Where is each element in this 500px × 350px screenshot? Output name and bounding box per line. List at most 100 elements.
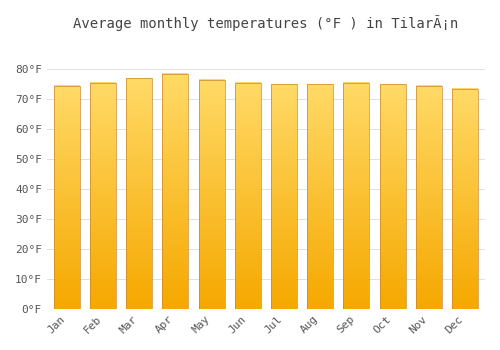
Bar	[271, 84, 297, 309]
Bar	[307, 145, 334, 147]
Bar	[307, 169, 334, 172]
Bar	[90, 168, 116, 171]
Bar	[54, 204, 80, 206]
Bar	[90, 216, 116, 218]
Bar	[344, 207, 369, 209]
Bar	[162, 198, 188, 201]
Bar	[126, 230, 152, 233]
Bar	[54, 244, 80, 246]
Bar	[416, 210, 442, 213]
Bar	[235, 284, 261, 286]
Bar	[126, 209, 152, 212]
Bar	[452, 161, 478, 163]
Bar	[452, 124, 478, 126]
Bar	[198, 265, 224, 267]
Bar	[416, 257, 442, 260]
Bar	[307, 113, 334, 116]
Bar	[344, 220, 369, 223]
Bar	[235, 166, 261, 168]
Bar	[126, 232, 152, 235]
Bar	[380, 304, 406, 307]
Bar	[344, 304, 369, 307]
Bar	[162, 120, 188, 123]
Bar	[452, 253, 478, 256]
Bar	[90, 144, 116, 146]
Bar	[162, 182, 188, 184]
Bar	[452, 210, 478, 212]
Bar	[126, 135, 152, 138]
Bar	[307, 196, 334, 199]
Bar	[271, 244, 297, 246]
Bar	[90, 302, 116, 304]
Bar	[54, 146, 80, 148]
Bar	[162, 127, 188, 130]
Bar	[126, 256, 152, 258]
Bar	[126, 304, 152, 307]
Bar	[307, 183, 334, 185]
Bar	[235, 187, 261, 189]
Bar	[198, 123, 224, 125]
Bar	[344, 144, 369, 146]
Bar	[452, 132, 478, 135]
Bar	[235, 157, 261, 160]
Bar	[54, 210, 80, 213]
Bar	[162, 233, 188, 236]
Bar	[344, 243, 369, 245]
Bar	[198, 192, 224, 194]
Bar	[90, 214, 116, 216]
Bar	[344, 272, 369, 275]
Bar	[126, 299, 152, 302]
Bar	[235, 218, 261, 220]
Bar	[54, 123, 80, 126]
Bar	[344, 241, 369, 243]
Bar	[307, 279, 334, 282]
Bar	[162, 222, 188, 224]
Bar	[235, 286, 261, 288]
Bar	[54, 99, 80, 101]
Bar	[344, 247, 369, 250]
Bar	[416, 295, 442, 298]
Bar	[380, 293, 406, 295]
Bar	[54, 257, 80, 260]
Bar	[380, 172, 406, 174]
Bar	[90, 227, 116, 230]
Bar	[307, 133, 334, 136]
Bar	[452, 278, 478, 280]
Bar	[307, 93, 334, 95]
Bar	[380, 185, 406, 187]
Bar	[198, 224, 224, 226]
Bar	[198, 109, 224, 112]
Bar	[235, 232, 261, 234]
Bar	[54, 206, 80, 208]
Bar	[235, 306, 261, 309]
Bar	[380, 228, 406, 230]
Bar	[235, 193, 261, 196]
Bar	[380, 271, 406, 273]
Bar	[271, 259, 297, 261]
Bar	[198, 201, 224, 203]
Bar	[344, 218, 369, 220]
Bar	[271, 169, 297, 172]
Bar	[344, 89, 369, 92]
Bar	[162, 224, 188, 226]
Bar	[54, 248, 80, 251]
Bar	[54, 132, 80, 135]
Bar	[162, 137, 188, 139]
Bar	[54, 88, 80, 90]
Bar	[198, 121, 224, 123]
Bar	[344, 110, 369, 112]
Bar	[416, 246, 442, 248]
Bar	[380, 198, 406, 201]
Bar	[344, 130, 369, 132]
Bar	[90, 245, 116, 248]
Bar	[235, 87, 261, 89]
Bar	[416, 230, 442, 233]
Bar	[344, 134, 369, 137]
Bar	[307, 288, 334, 291]
Bar	[54, 130, 80, 132]
Bar	[416, 92, 442, 94]
Bar	[54, 150, 80, 153]
Bar	[416, 85, 442, 88]
Bar	[162, 191, 188, 194]
Bar	[162, 283, 188, 285]
